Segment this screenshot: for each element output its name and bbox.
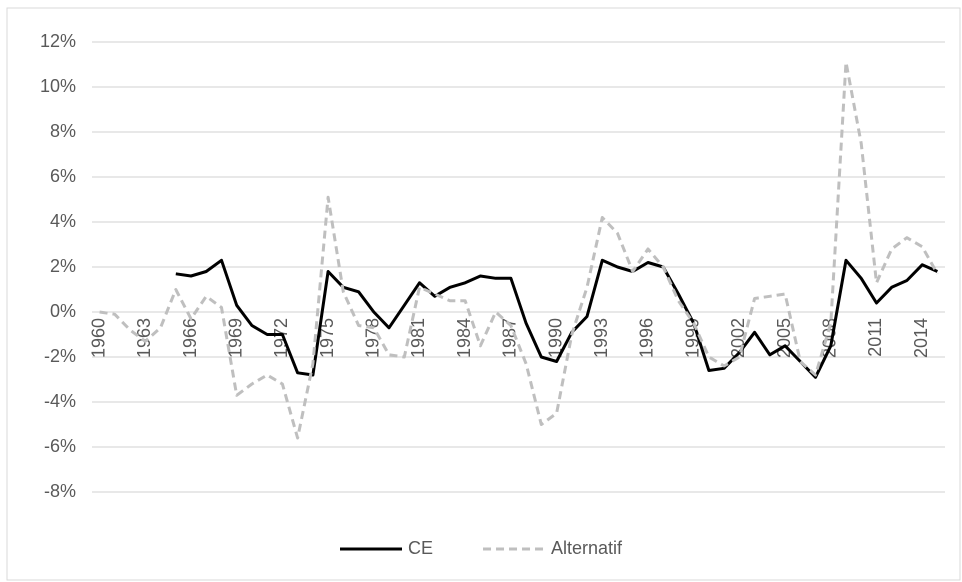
legend-label: CE [408,538,433,558]
x-tick-label: 1987 [500,318,520,358]
series-line [99,60,939,440]
x-tick-label: 1990 [545,318,565,358]
x-tick-label: 1981 [408,318,428,358]
y-tick-label: -4% [44,391,76,411]
y-tick-label: 8% [50,121,76,141]
y-tick-label: -6% [44,436,76,456]
chart-border [6,7,961,581]
x-tick-label: 1963 [134,318,154,358]
y-tick-label: -8% [44,481,76,501]
x-tick-label: 1960 [88,318,108,358]
y-tick-label: 2% [50,256,76,276]
y-tick-label: 6% [50,166,76,186]
y-tick-label: 0% [50,301,76,321]
x-tick-label: 2014 [911,318,931,358]
x-tick-label: 1969 [225,318,245,358]
y-tick-label: 12% [40,31,76,51]
y-tick-label: -2% [44,346,76,366]
x-tick-label: 1975 [317,318,337,358]
legend-label: Alternatif [551,538,623,558]
y-tick-label: 10% [40,76,76,96]
x-tick-label: 1993 [591,318,611,358]
y-tick-label: 4% [50,211,76,231]
x-tick-label: 1984 [454,318,474,358]
x-tick-label: 2011 [865,318,885,357]
x-tick-label: 1966 [180,318,200,358]
x-tick-label: 1996 [637,318,657,358]
x-tick-label: 1972 [271,318,291,358]
